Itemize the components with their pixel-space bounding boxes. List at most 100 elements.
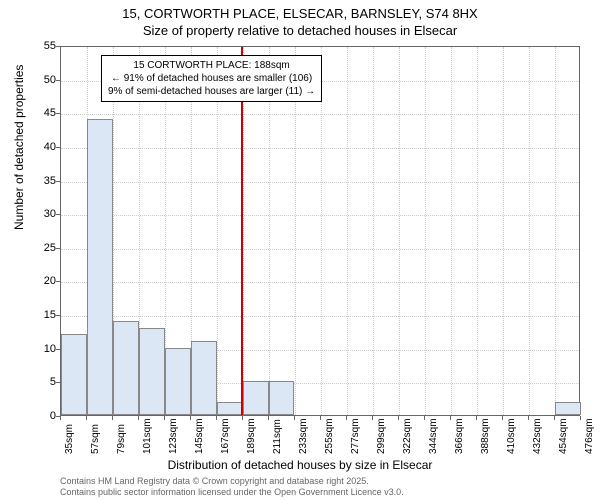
- x-tick-mark: [190, 416, 191, 420]
- grid-line-v: [477, 47, 478, 415]
- x-tick-label: 299sqm: [376, 418, 387, 454]
- grid-line-v: [451, 47, 452, 415]
- y-axis-label: Number of detached properties: [12, 65, 26, 230]
- x-tick-mark: [86, 416, 87, 420]
- y-tick-mark: [56, 147, 60, 148]
- x-tick-label: 277sqm: [350, 418, 361, 454]
- x-tick-label: 145sqm: [194, 418, 205, 454]
- histogram-bar: [191, 341, 217, 415]
- grid-line-v: [269, 47, 270, 415]
- x-tick-mark: [580, 416, 581, 420]
- histogram-bar: [165, 348, 191, 415]
- x-tick-label: 101sqm: [142, 418, 153, 454]
- grid-line-v: [295, 47, 296, 415]
- footer-text: Contains HM Land Registry data © Crown c…: [60, 476, 404, 498]
- x-tick-label: 189sqm: [246, 418, 257, 454]
- histogram-bar: [243, 381, 269, 415]
- x-tick-mark: [268, 416, 269, 420]
- x-tick-label: 79sqm: [116, 424, 127, 454]
- x-tick-mark: [424, 416, 425, 420]
- y-tick-label: 15: [26, 309, 56, 321]
- x-tick-mark: [476, 416, 477, 420]
- title-description: Size of property relative to detached ho…: [0, 23, 600, 40]
- x-tick-label: 35sqm: [64, 424, 75, 454]
- y-tick-label: 20: [26, 275, 56, 287]
- x-axis-label: Distribution of detached houses by size …: [0, 458, 600, 472]
- x-tick-mark: [138, 416, 139, 420]
- x-tick-mark: [372, 416, 373, 420]
- x-tick-mark: [242, 416, 243, 420]
- x-tick-mark: [398, 416, 399, 420]
- y-tick-label: 5: [26, 376, 56, 388]
- y-tick-label: 10: [26, 343, 56, 355]
- y-tick-mark: [56, 46, 60, 47]
- grid-line-v: [503, 47, 504, 415]
- histogram-bar: [113, 321, 139, 415]
- x-tick-mark: [216, 416, 217, 420]
- y-tick-label: 40: [26, 141, 56, 153]
- x-tick-label: 410sqm: [506, 418, 517, 454]
- x-tick-label: 123sqm: [168, 418, 179, 454]
- y-tick-mark: [56, 113, 60, 114]
- grid-line-v: [347, 47, 348, 415]
- x-tick-mark: [60, 416, 61, 420]
- title-address: 15, CORTWORTH PLACE, ELSECAR, BARNSLEY, …: [0, 6, 600, 23]
- histogram-bar: [555, 402, 581, 415]
- y-tick-label: 25: [26, 242, 56, 254]
- x-tick-mark: [554, 416, 555, 420]
- y-tick-mark: [56, 382, 60, 383]
- x-tick-label: 211sqm: [272, 419, 283, 454]
- y-tick-label: 50: [26, 74, 56, 86]
- histogram-bar: [217, 402, 243, 415]
- y-tick-mark: [56, 248, 60, 249]
- grid-line-v: [373, 47, 374, 415]
- x-tick-label: 344sqm: [428, 418, 439, 454]
- y-tick-mark: [56, 80, 60, 81]
- x-tick-mark: [450, 416, 451, 420]
- y-tick-label: 0: [26, 410, 56, 422]
- annotation-line2: ← 91% of detached houses are smaller (10…: [108, 72, 315, 85]
- x-tick-mark: [294, 416, 295, 420]
- x-tick-label: 255sqm: [324, 418, 335, 454]
- grid-line-v: [555, 47, 556, 415]
- y-tick-mark: [56, 281, 60, 282]
- chart-title: 15, CORTWORTH PLACE, ELSECAR, BARNSLEY, …: [0, 0, 600, 40]
- histogram-bar: [61, 334, 87, 415]
- histogram-bar: [139, 328, 165, 415]
- x-tick-mark: [502, 416, 503, 420]
- y-tick-mark: [56, 349, 60, 350]
- grid-line-v: [399, 47, 400, 415]
- x-tick-label: 432sqm: [532, 418, 543, 454]
- y-tick-label: 35: [26, 175, 56, 187]
- x-tick-label: 233sqm: [298, 418, 309, 454]
- y-tick-mark: [56, 181, 60, 182]
- footer-line2: Contains public sector information licen…: [60, 487, 404, 498]
- chart-container: 15, CORTWORTH PLACE, ELSECAR, BARNSLEY, …: [0, 0, 600, 500]
- x-tick-label: 366sqm: [454, 418, 465, 454]
- x-tick-mark: [320, 416, 321, 420]
- x-tick-mark: [112, 416, 113, 420]
- x-tick-label: 454sqm: [558, 418, 569, 454]
- y-tick-label: 45: [26, 107, 56, 119]
- histogram-bar: [269, 381, 295, 415]
- y-tick-mark: [56, 214, 60, 215]
- footer-line1: Contains HM Land Registry data © Crown c…: [60, 476, 404, 487]
- annotation-line1: 15 CORTWORTH PLACE: 188sqm: [108, 59, 315, 72]
- x-tick-mark: [528, 416, 529, 420]
- marker-line: [241, 47, 243, 415]
- x-tick-label: 322sqm: [402, 418, 413, 454]
- x-tick-label: 476sqm: [584, 418, 595, 454]
- grid-line-v: [425, 47, 426, 415]
- grid-line-v: [321, 47, 322, 415]
- annotation-line3: 9% of semi-detached houses are larger (1…: [108, 85, 315, 98]
- grid-line-v: [529, 47, 530, 415]
- plot-area: 15 CORTWORTH PLACE: 188sqm ← 91% of deta…: [60, 46, 580, 416]
- y-tick-label: 55: [26, 40, 56, 52]
- x-tick-mark: [346, 416, 347, 420]
- x-tick-mark: [164, 416, 165, 420]
- x-tick-label: 57sqm: [90, 424, 101, 454]
- y-tick-mark: [56, 315, 60, 316]
- grid-line-v: [217, 47, 218, 415]
- y-tick-label: 30: [26, 208, 56, 220]
- x-tick-label: 388sqm: [480, 418, 491, 454]
